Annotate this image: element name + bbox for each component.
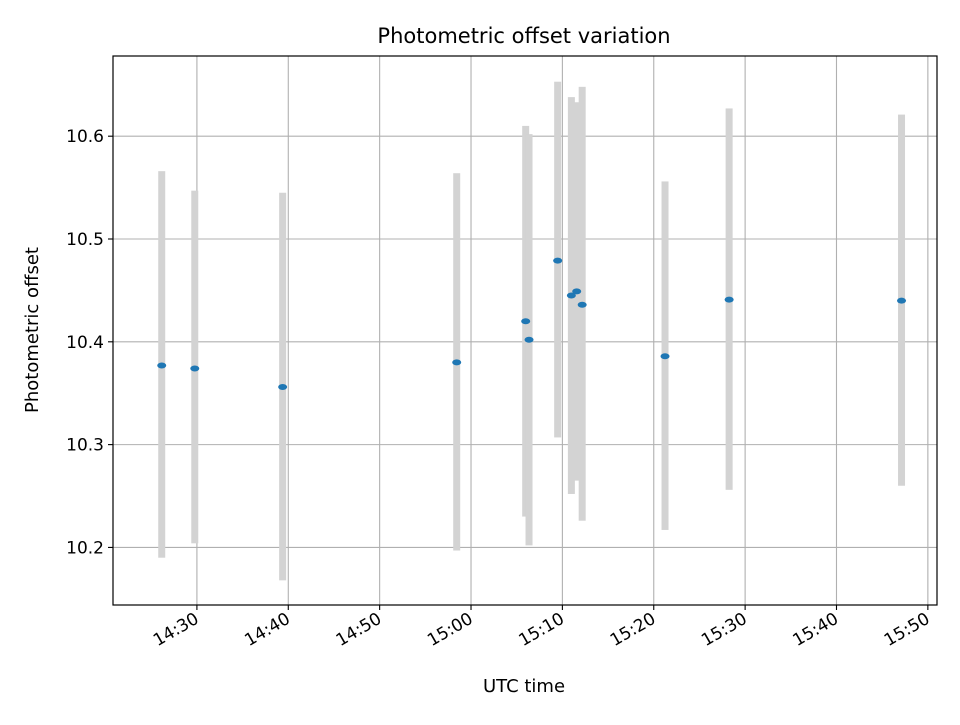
data-point: [157, 362, 167, 369]
y-tick-label: 10.4: [66, 333, 104, 353]
y-tick-label: 10.6: [66, 127, 104, 147]
chart-title: Photometric offset variation: [377, 24, 670, 48]
y-tick-label: 10.5: [66, 230, 104, 250]
y-tick-label: 10.2: [66, 538, 104, 558]
data-point: [190, 365, 200, 372]
data-point: [553, 257, 563, 264]
data-point: [897, 297, 907, 304]
data-point: [566, 292, 576, 299]
data-point: [660, 353, 670, 360]
data-point: [521, 318, 531, 325]
y-tick-label: 10.3: [66, 436, 104, 456]
data-point: [572, 288, 582, 295]
y-axis-title: Photometric offset: [22, 247, 43, 413]
data-point: [577, 301, 587, 308]
data-point: [524, 336, 534, 343]
plot-frame: [112, 55, 938, 606]
data-point: [452, 359, 462, 366]
marker-layer: [157, 257, 907, 391]
data-point: [724, 296, 734, 303]
x-axis-title: UTC time: [483, 676, 565, 697]
data-point: [278, 384, 288, 391]
